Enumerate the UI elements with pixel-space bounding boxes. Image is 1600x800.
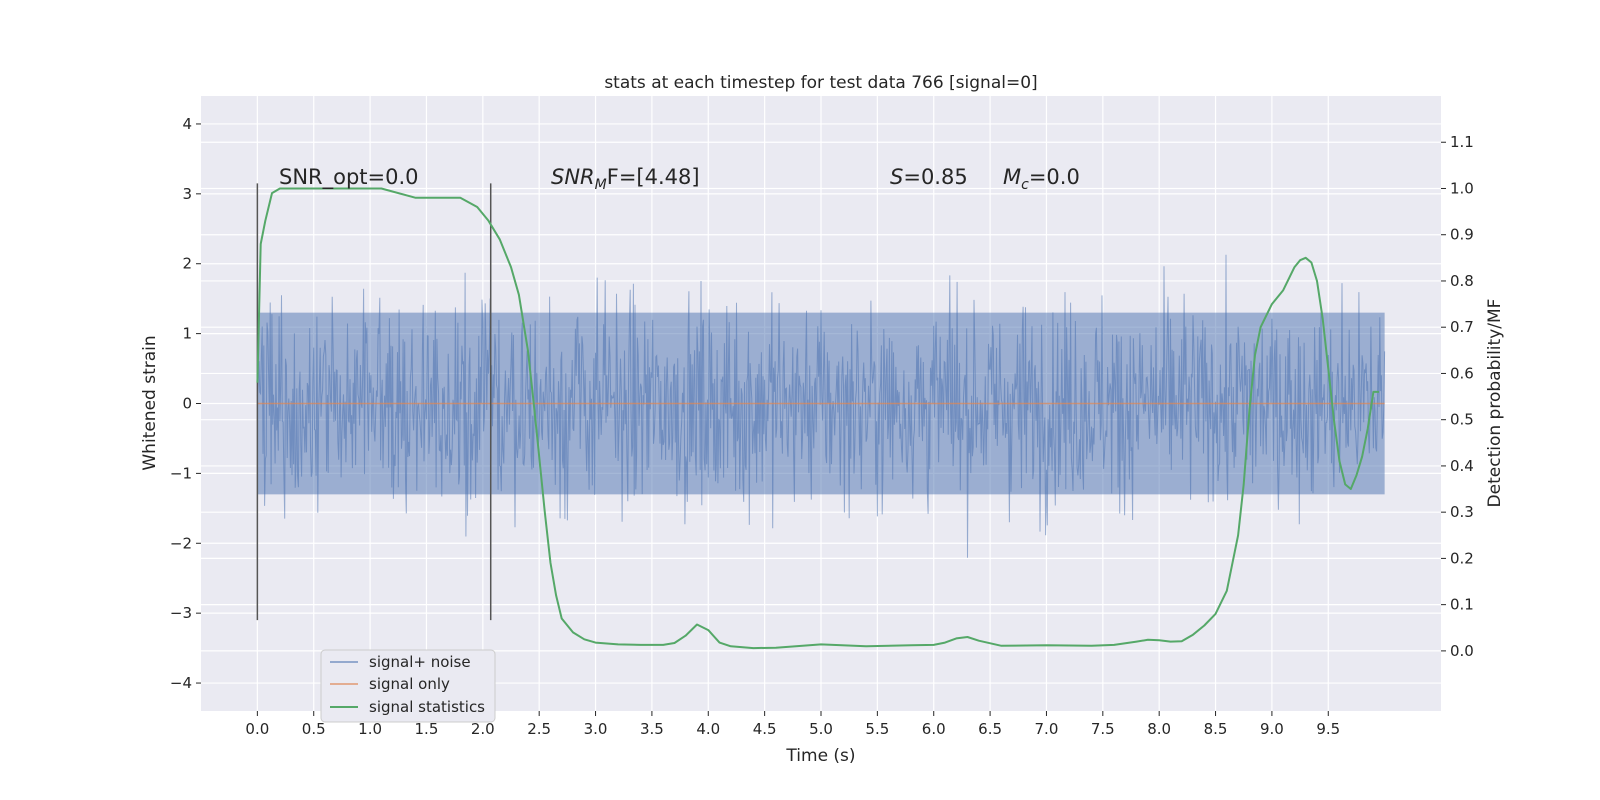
legend: signal+ noise signal only signal statist… [320, 649, 496, 723]
x-axis: 0.0 0.5 1.0 1.5 2.0 2.5 3.0 3.5 4.0 4.5 5.0 5.5 6.0 6… [245, 711, 1340, 738]
annotation-s: S=0.85 [890, 165, 968, 189]
x-tick-label-7: 3.5 [640, 720, 664, 738]
x-tick-label-18: 9.0 [1260, 720, 1284, 738]
y-axis-label: Whitened strain [140, 335, 160, 470]
y-tick-label-2: −2 [170, 534, 192, 552]
x-tick-label-4: 2.0 [471, 720, 495, 738]
y-tick-label-1: −3 [170, 604, 192, 622]
noise-line [256, 254, 1386, 558]
y2-tick-label-1: 0.1 [1450, 596, 1474, 614]
y-tick-label-7: 3 [182, 185, 192, 203]
x-tick-label-16: 8.0 [1147, 720, 1171, 738]
x-tick-label-15: 7.5 [1091, 720, 1115, 738]
y2-tick-label-11: 1.1 [1450, 133, 1474, 151]
annotation-mc: Mc=0.0 [1003, 165, 1080, 193]
y2-tick-label-5: 0.5 [1450, 411, 1474, 429]
y2-tick-label-9: 0.9 [1450, 226, 1474, 244]
y2-axis-label: Detection probability/MF [1485, 299, 1505, 508]
x-tick-label-0: 0.0 [245, 720, 269, 738]
x-tick-label-6: 3.0 [584, 720, 608, 738]
chart-title: stats at each timestep for test data 766… [604, 73, 1037, 93]
x-tick-label-10: 5.0 [809, 720, 833, 738]
y-axis-left: −4 −3 −2 −1 0 1 2 3 4 [170, 115, 201, 692]
x-tick-label-14: 7.0 [1035, 720, 1059, 738]
x-tick-label-3: 1.5 [415, 720, 439, 738]
y2-tick-label-0: 0.0 [1450, 642, 1474, 660]
legend-label-stats: signal statistics [369, 698, 485, 716]
legend-label-noise: signal+ noise [369, 653, 471, 671]
y2-tick-label-7: 0.7 [1450, 318, 1474, 336]
x-tick-label-5: 2.5 [527, 720, 551, 738]
markers [256, 183, 492, 621]
y-tick-label-6: 2 [182, 255, 192, 273]
y2-tick-label-2: 0.2 [1450, 549, 1474, 567]
x-tick-label-9: 4.5 [753, 720, 777, 738]
x-tick-label-13: 6.5 [978, 720, 1002, 738]
x-tick-label-1: 0.5 [302, 720, 326, 738]
y-tick-label-4: 0 [182, 395, 192, 413]
y2-tick-label-8: 0.8 [1450, 272, 1474, 290]
x-tick-label-17: 8.5 [1204, 720, 1228, 738]
signal-statistics-line [256, 187, 1379, 650]
series-signal-statistics [256, 187, 1379, 650]
x-tick-label-11: 5.5 [865, 720, 889, 738]
y-axis-right: 0.0 0.1 0.2 0.3 0.4 0.5 0.6 0.7 0.8 0.9 1.0 1.1 [1441, 133, 1474, 660]
x-tick-label-8: 4.0 [696, 720, 720, 738]
x-axis-label: Time (s) [785, 746, 855, 766]
y2-tick-label-10: 1.0 [1450, 179, 1474, 197]
x-tick-label-19: 9.5 [1316, 720, 1340, 738]
y2-tick-label-4: 0.4 [1450, 457, 1474, 475]
y-tick-label-8: 4 [182, 115, 192, 133]
y2-tick-label-6: 0.6 [1450, 364, 1474, 382]
y-tick-label-0: −4 [170, 674, 192, 692]
legend-label-signal: signal only [369, 675, 450, 693]
annotation-snr-opt: SNR_opt=0.0 [279, 165, 419, 190]
x-tick-label-2: 1.0 [358, 720, 382, 738]
y2-tick-label-3: 0.3 [1450, 503, 1474, 521]
legend-box [320, 649, 496, 723]
x-tick-label-12: 6.0 [922, 720, 946, 738]
y-tick-label-5: 1 [182, 325, 192, 343]
y-tick-label-3: −1 [170, 464, 192, 482]
annotation-snr-mf: SNRMF=[4.48] [551, 165, 700, 193]
